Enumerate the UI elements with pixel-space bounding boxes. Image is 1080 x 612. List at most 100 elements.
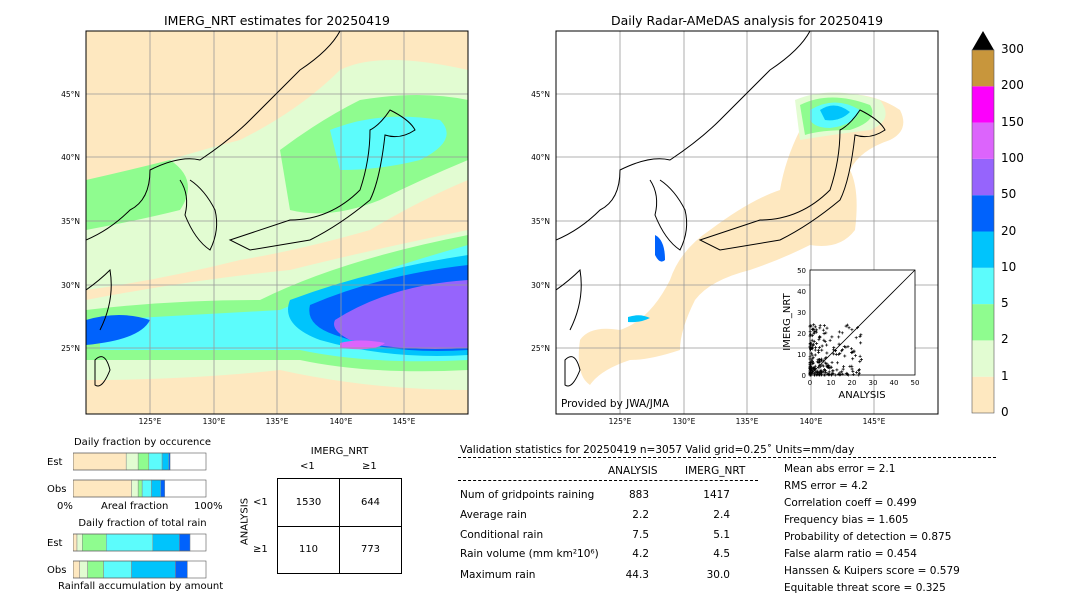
radar-lat-tick: 30°N [531,281,550,290]
scatter-point [818,324,822,328]
scatter-point [812,323,816,327]
colorbar-label: 20 [1001,223,1017,238]
scatter-point [810,338,814,342]
scatter-point [810,328,814,332]
scatter-point [847,326,851,330]
fraction-segment [148,452,163,471]
scatter-point [831,372,835,376]
imerg-lat-tick: 40°N [61,153,80,162]
scatter-point [820,363,824,367]
stats-row-imerg: 30.0 [706,569,730,581]
scatter-point [810,371,814,375]
colorbar-segment [972,122,994,159]
scatter-point [820,359,824,363]
contingency-row-ge1: ≥1 [253,544,268,555]
contingency-col-ge1: ≥1 [362,461,377,472]
scatter-point [840,331,844,335]
scatter-point [841,367,845,371]
scatter-point [810,347,814,351]
scatter-point [823,340,827,344]
fraction-segment [87,560,104,579]
score-line: Frequency bias = 1.605 [784,514,909,526]
scatter-point [820,344,824,348]
scatter-point [809,351,813,355]
scatter-inset: 0 10 20 30 40 50 0 10 20 30 40 50 ANALYS… [782,267,919,401]
scatter-point [811,362,815,366]
scatter-point [851,357,855,361]
fraction-segment [73,452,127,471]
total-rain-obs-label: Obs [47,565,67,576]
fraction-segment [76,533,83,552]
contingency-grid: 1530 644 110 773 [277,478,402,574]
scatter-point [826,372,830,376]
colorbar-label: 0 [1001,405,1009,419]
imerg-coast-japan [228,109,416,251]
scatter-point [808,330,812,334]
scatter-point [815,370,819,374]
occurrence-est-label: Est [47,457,63,468]
stats-row-analysis: 44.3 [625,569,649,581]
colorbar-segment [972,304,994,341]
scatter-point [819,368,823,372]
scatter-point [859,341,863,345]
scatter-point [813,325,817,329]
stats-row-label: Rain volume (mm km²10⁶) [460,548,599,560]
scatter-point [817,338,821,342]
score-line: Correlation coeff = 0.499 [784,497,917,509]
scatter-point [854,336,858,340]
colorbar-label: 150 [1001,114,1024,129]
occurrence-title: Daily fraction by occurence [73,437,211,448]
scatter-point [850,328,854,332]
scatter-point [850,367,854,371]
contingency-col-lt1: <1 [300,461,315,472]
occurrence-xlabel: Areal fraction [101,501,169,512]
contingency-title: IMERG_NRT [310,446,369,457]
contingency-cell: 110 [298,544,319,555]
scatter-point [818,326,822,330]
scatter-point [858,334,862,338]
imerg-lon-tick: 125°E [139,417,162,426]
score-line: False alarm ratio = 0.454 [784,548,917,560]
scatter-x-tick: 0 [808,379,812,387]
stats-row-analysis: 4.2 [632,548,649,560]
scatter-point [831,369,835,373]
radar-coverage [578,94,904,385]
stats-header: Validation statistics for 20250419 n=305… [460,444,855,456]
stats-row-analysis: 7.5 [632,529,649,541]
scatter-point [831,348,835,352]
stats-row-imerg: 2.4 [713,509,730,521]
scatter-point [808,373,812,377]
imerg-map: 25°N 30°N 35°N 40°N 45°N 125°E 130°E 135… [61,30,469,426]
scatter-point [846,345,850,349]
fraction-segment [175,560,188,579]
scatter-point [812,330,816,334]
scatter-point [858,360,862,364]
colorbar-label: 100 [1001,150,1024,165]
scatter-y-tick: 50 [797,267,806,275]
colorbar-segment [972,86,994,123]
scatter-point [859,357,863,361]
radar-lat-tick: 25°N [531,344,550,353]
scatter-point [812,368,816,372]
scatter-point [841,372,845,376]
imerg-lat-tick: 35°N [61,217,80,226]
colorbar-segment [972,267,994,305]
score-line: RMS error = 4.2 [784,480,868,492]
scatter-x-tick: 20 [848,379,857,387]
scatter-point [823,369,827,373]
fraction-segment [73,560,80,579]
radar-lon-tick: 125°E [609,417,632,426]
scatter-y-tick: 20 [797,330,806,338]
scatter-point [817,358,821,362]
scatter-point [852,349,856,353]
stats-col-analysis: ANALYSIS [608,465,658,477]
scatter-point [857,373,861,377]
colorbar-label: 200 [1001,78,1024,93]
stats-row-label: Num of gridpoints raining [460,489,595,501]
fraction-segment [151,479,162,498]
scatter-point [821,328,825,332]
scatter-point [814,345,818,349]
colorbar-label: 2 [1001,332,1009,347]
fraction-segment [131,479,139,498]
radar-sky [820,105,850,121]
